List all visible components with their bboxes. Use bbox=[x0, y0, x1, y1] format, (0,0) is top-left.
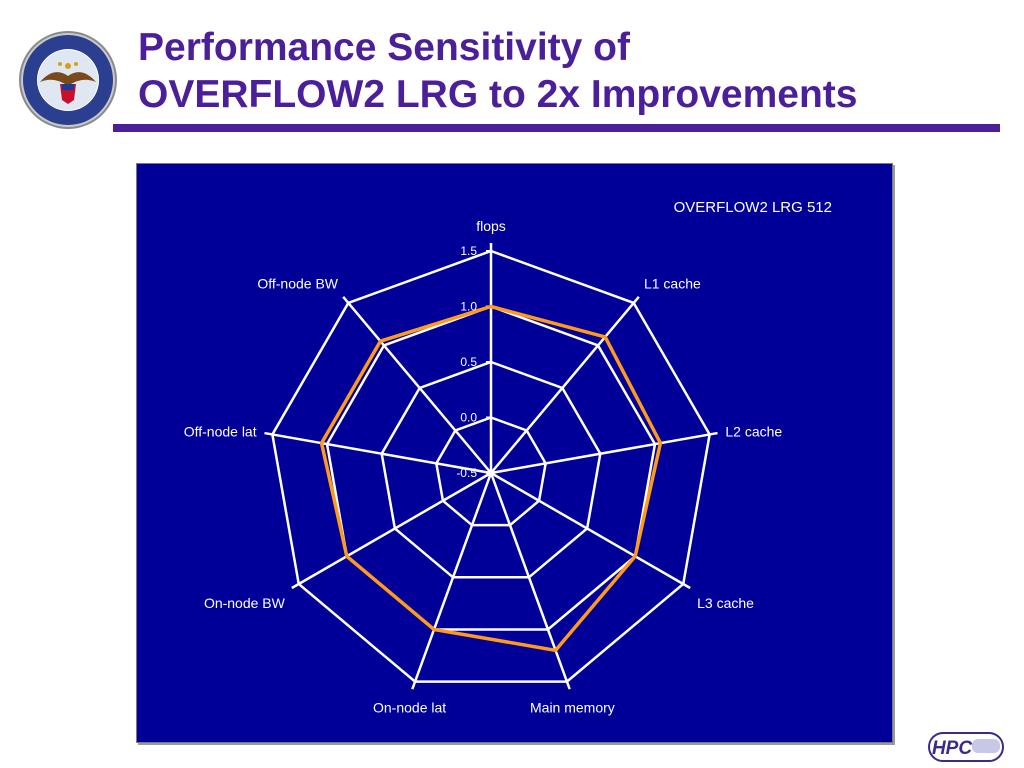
series-point-7 bbox=[320, 441, 324, 445]
series-point-2 bbox=[658, 441, 662, 445]
axis-label-7: Off-node lat bbox=[184, 424, 257, 440]
tick-label-2: 0.5 bbox=[460, 355, 477, 369]
axis-label-3: L3 cache bbox=[697, 595, 754, 611]
series-point-8 bbox=[378, 339, 382, 343]
tick-label-3: 1.0 bbox=[460, 300, 477, 314]
axis-label-1: L1 cache bbox=[644, 276, 701, 292]
radar-labels: flops L1 cache L2 cache L3 cache Main memory… bbox=[184, 218, 783, 716]
radar-series-layer bbox=[319, 304, 663, 653]
tick-label-0: -0.5 bbox=[456, 466, 477, 480]
page-title: Performance Sensitivity of OVERFLOW2 LRG… bbox=[138, 24, 1018, 118]
title-divider bbox=[113, 124, 1000, 132]
series-point-3 bbox=[633, 554, 637, 558]
grid-ring-2 bbox=[380, 360, 602, 579]
grid-ring-1 bbox=[435, 416, 547, 527]
axis-label-4: Main memory bbox=[530, 700, 615, 716]
series-point-5 bbox=[432, 627, 436, 631]
radar-chart: flops L1 cache L2 cache L3 cache Main memory… bbox=[136, 163, 893, 743]
axis-spoke-8 bbox=[342, 296, 492, 474]
axis-spoke-4 bbox=[489, 472, 571, 690]
axis-label-6: On-node BW bbox=[204, 595, 286, 611]
series-point-1 bbox=[603, 335, 607, 339]
axis-spoke-7 bbox=[264, 431, 492, 475]
tick-label-1: 0.0 bbox=[460, 411, 477, 425]
dod-seal-logo bbox=[19, 31, 117, 129]
grid-ring-3 bbox=[325, 305, 657, 631]
axis-spoke-2 bbox=[490, 431, 718, 475]
grid-ring-4 bbox=[271, 249, 711, 683]
axis-label-8: Off-node BW bbox=[257, 276, 338, 292]
series-line-0 bbox=[319, 304, 663, 653]
axis-label-0: flops bbox=[476, 218, 506, 234]
series-point-0 bbox=[489, 305, 493, 308]
chart-title: OVERFLOW2 LRG 512 bbox=[674, 199, 832, 216]
hpc-logo-text: HPC bbox=[932, 738, 972, 759]
tick-label-4: 1.5 bbox=[460, 244, 477, 258]
title-line-2: OVERFLOW2 LRG to 2x Improvements bbox=[138, 73, 858, 116]
series-point-4 bbox=[554, 648, 558, 652]
hpc-logo: HPC bbox=[928, 732, 1004, 762]
radar-grid bbox=[264, 243, 718, 690]
radar-chart-svg: flops L1 cache L2 cache L3 cache Main memory… bbox=[184, 199, 832, 716]
title-line-1: Performance Sensitivity of bbox=[138, 26, 630, 69]
axis-label-5: On-node lat bbox=[373, 700, 446, 716]
axis-spoke-5 bbox=[411, 472, 493, 690]
series-point-6 bbox=[345, 554, 349, 558]
axis-label-2: L2 cache bbox=[725, 424, 782, 440]
axis-spoke-6 bbox=[291, 471, 492, 590]
axis-spoke-1 bbox=[490, 296, 640, 474]
axis-spoke-3 bbox=[490, 471, 691, 590]
